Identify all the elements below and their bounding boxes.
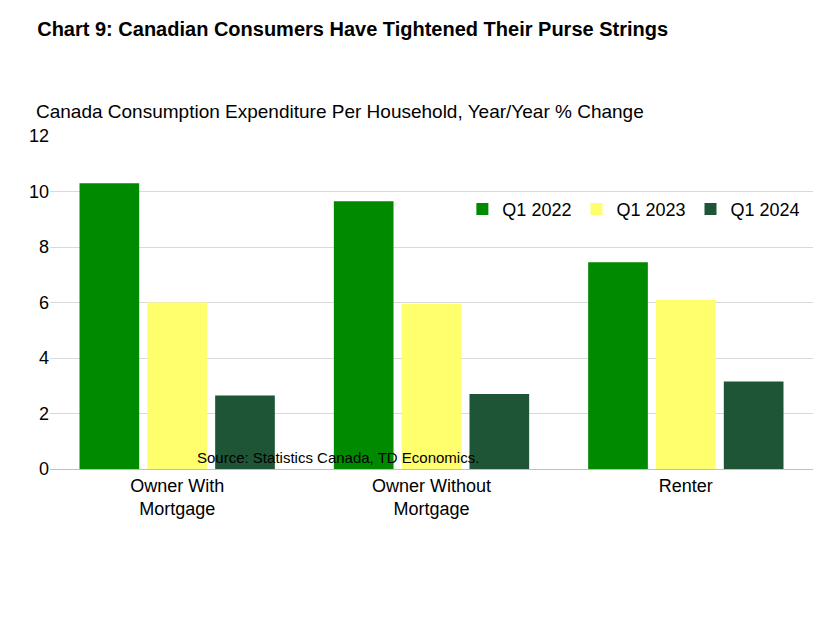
svg-text:Canada Consumption Expenditure: Canada Consumption Expenditure Per House… [36,101,644,122]
svg-text:Owner WithoutMortgage: Owner WithoutMortgage [372,476,491,519]
svg-text:Chart 9: Canadian Consumers Ha: Chart 9: Canadian Consumers Have Tighten… [37,18,668,40]
svg-text:12: 12 [29,126,49,146]
svg-text:Source: Statistics Canada, TD: Source: Statistics Canada, TD Economics. [197,449,479,466]
svg-text:Q1 2024: Q1 2024 [730,200,799,220]
svg-text:Q1 2022: Q1 2022 [502,200,571,220]
svg-text:Q1 2023: Q1 2023 [616,200,685,220]
svg-text:Renter: Renter [659,476,713,496]
svg-text:6: 6 [39,293,49,313]
svg-text:10: 10 [29,182,49,202]
svg-text:2: 2 [39,404,49,424]
svg-text:Owner WithMortgage: Owner WithMortgage [130,476,224,519]
svg-text:0: 0 [39,459,49,479]
svg-text:4: 4 [39,348,49,368]
svg-text:8: 8 [39,237,49,257]
